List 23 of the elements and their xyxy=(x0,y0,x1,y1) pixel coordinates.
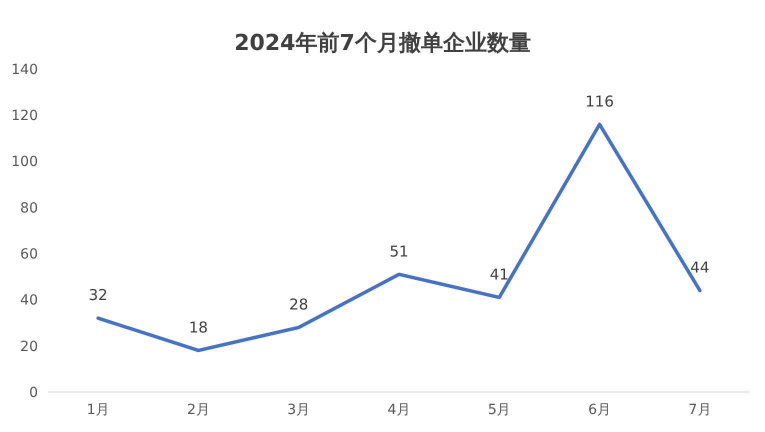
chart-title: 2024年前7个月撤单企业数量 xyxy=(234,31,531,56)
y-tick-label: 140 xyxy=(11,62,38,78)
data-label: 32 xyxy=(88,286,108,304)
data-label: 28 xyxy=(289,295,308,314)
y-tick-label: 0 xyxy=(29,384,38,401)
data-label: 51 xyxy=(389,242,409,260)
y-tick-label: 60 xyxy=(20,246,38,262)
y-tick-label: 40 xyxy=(20,292,38,309)
x-tick-label: 2月 xyxy=(186,402,210,418)
y-tick-label: 100 xyxy=(11,154,38,170)
data-label: 18 xyxy=(188,318,208,336)
x-tick-label: 5月 xyxy=(488,402,511,418)
y-tick-label: 120 xyxy=(11,108,38,124)
data-label: 41 xyxy=(490,265,509,284)
x-tick-label: 1月 xyxy=(86,402,110,418)
data-label: 116 xyxy=(585,92,614,110)
y-tick-label: 80 xyxy=(20,200,38,216)
x-tick-label: 6月 xyxy=(588,402,612,418)
data-label: 44 xyxy=(690,258,710,276)
y-tick-label: 20 xyxy=(20,338,38,355)
x-tick-label: 7月 xyxy=(688,402,712,418)
x-tick-label: 4月 xyxy=(388,402,410,418)
x-tick-label: 3月 xyxy=(287,402,310,418)
